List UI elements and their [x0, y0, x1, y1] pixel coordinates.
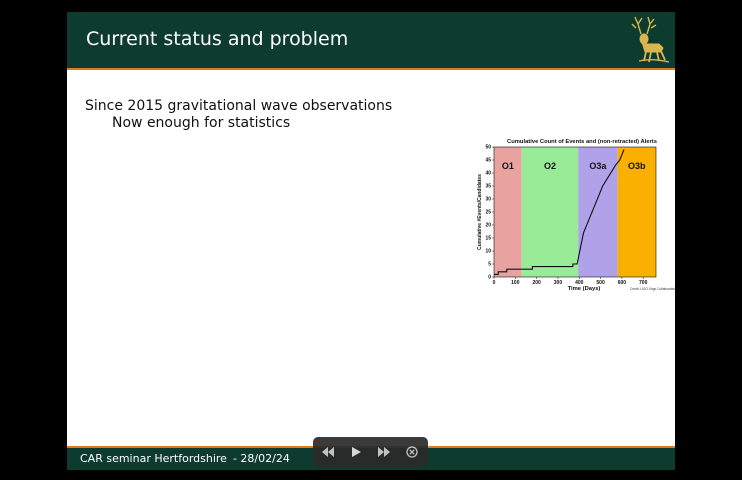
presentation-controls: [313, 437, 428, 467]
region-o2: [521, 147, 579, 277]
chart-credit: Credit: LIGO-Virgo Collaboration: [630, 287, 676, 291]
x-tick-label: 100: [511, 280, 520, 286]
x-tick-label: 200: [532, 280, 541, 286]
y-tick-label: 0: [488, 275, 491, 281]
fast-forward-icon[interactable]: [376, 444, 392, 460]
x-tick-label: 0: [493, 280, 496, 286]
chart-ylabel: Cumulative #Events/Candidates: [477, 174, 483, 250]
y-tick-label: 45: [485, 158, 491, 164]
y-tick-label: 20: [485, 223, 491, 229]
y-tick-label: 5: [488, 262, 491, 268]
region-label-o3b: O3b: [628, 161, 646, 171]
x-tick-label: 300: [554, 280, 563, 286]
region-label-o3a: O3a: [589, 161, 607, 171]
slide-title: Current status and problem: [86, 28, 349, 50]
slide-header: Current status and problem: [67, 12, 675, 70]
y-tick-label: 10: [485, 249, 491, 255]
close-icon[interactable]: [404, 444, 420, 460]
x-tick-label: 700: [639, 280, 648, 286]
hart-logo-icon: [631, 16, 670, 63]
x-tick-label: 400: [575, 280, 584, 286]
x-tick-label: 500: [596, 280, 605, 286]
bullet-observations: Since 2015 gravitational wave observatio…: [85, 98, 393, 114]
play-icon[interactable]: [348, 444, 364, 460]
x-tick-label: 600: [618, 280, 627, 286]
y-tick-label: 30: [485, 197, 491, 203]
bullet-statistics: Now enough for statistics: [112, 115, 291, 131]
footer-label: CAR seminar Hertfordshire: [80, 452, 227, 465]
y-tick-label: 25: [485, 210, 491, 216]
region-o3a: [578, 147, 618, 277]
region-label-o1: O1: [502, 161, 514, 171]
series-line-cumulative: [494, 149, 625, 275]
footer-text: CAR seminar Hertfordshire - 28/02/24: [80, 452, 290, 465]
cumulative-events-chart: Cumulative Count of Events and (non-retr…: [477, 139, 676, 292]
region-label-o2: O2: [544, 161, 556, 171]
region-o1: [494, 147, 522, 277]
chart-title: Cumulative Count of Events and (non-retr…: [507, 139, 657, 145]
region-o3b: [617, 147, 656, 277]
y-tick-label: 35: [485, 184, 491, 190]
footer-date: - 28/02/24: [232, 452, 290, 465]
slide: Current status and problem Since 2015 gr…: [67, 12, 676, 470]
rewind-icon[interactable]: [320, 444, 336, 460]
y-tick-label: 15: [485, 236, 491, 242]
y-tick-label: 40: [485, 171, 491, 177]
chart-xlabel: Time (Days): [568, 286, 601, 292]
y-tick-label: 50: [485, 145, 491, 151]
